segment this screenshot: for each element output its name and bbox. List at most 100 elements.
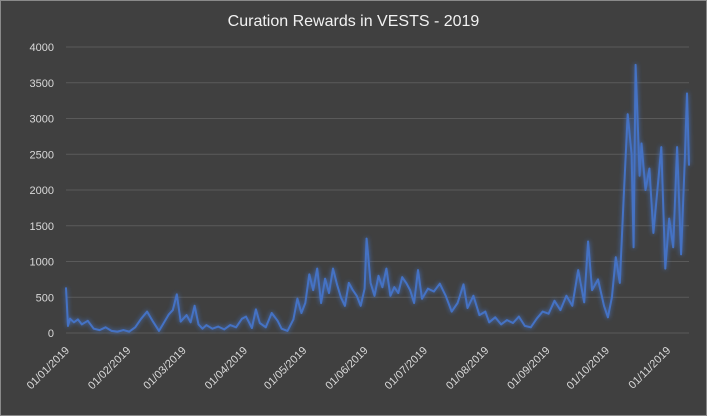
data-point bbox=[255, 308, 257, 311]
y-tick-label: 2500 bbox=[30, 149, 54, 161]
data-point bbox=[351, 289, 354, 291]
data-point bbox=[618, 282, 621, 284]
data-point bbox=[373, 294, 376, 297]
data-point bbox=[433, 290, 435, 293]
y-tick-label: 4000 bbox=[30, 42, 54, 54]
data-point bbox=[583, 301, 586, 304]
data-point bbox=[648, 167, 651, 170]
data-point bbox=[241, 317, 243, 320]
series-layer bbox=[65, 63, 690, 333]
y-tick-label: 3000 bbox=[30, 114, 54, 126]
y-axis-ticks: 0 500 1000 1500 2000 2500 3000 3500 4000 bbox=[30, 42, 54, 340]
data-point bbox=[417, 269, 419, 271]
data-point bbox=[296, 297, 299, 300]
y-tick-label: 2000 bbox=[30, 185, 54, 197]
data-point bbox=[332, 267, 334, 270]
data-point bbox=[258, 322, 261, 324]
data-point bbox=[320, 302, 322, 304]
data-point bbox=[67, 325, 69, 327]
data-point bbox=[340, 296, 342, 299]
chart-title: Curation Rewards in VESTS - 2019 bbox=[227, 13, 480, 30]
data-point bbox=[518, 315, 520, 318]
data-point bbox=[110, 330, 113, 332]
data-point bbox=[680, 253, 682, 256]
data-point bbox=[229, 324, 232, 326]
data-point bbox=[264, 326, 267, 329]
data-point bbox=[152, 320, 154, 323]
y-tick-label: 1000 bbox=[30, 257, 54, 269]
data-point bbox=[324, 277, 326, 280]
data-point bbox=[140, 317, 143, 320]
data-point bbox=[193, 304, 196, 307]
data-point bbox=[559, 309, 562, 311]
x-tick-label: 01/10/2019 bbox=[565, 345, 612, 392]
data-point bbox=[638, 174, 641, 177]
data-point bbox=[462, 283, 465, 286]
data-point bbox=[116, 330, 119, 333]
data-point bbox=[456, 302, 459, 304]
data-point bbox=[607, 316, 609, 319]
data-point bbox=[512, 322, 514, 324]
x-tick-label: 01/06/2019 bbox=[323, 345, 370, 392]
data-point bbox=[369, 282, 372, 284]
data-point bbox=[134, 326, 137, 329]
data-point bbox=[611, 296, 613, 299]
data-point bbox=[276, 319, 279, 322]
data-point bbox=[676, 146, 678, 149]
data-point bbox=[122, 329, 125, 331]
data-point bbox=[686, 92, 688, 95]
data-point bbox=[280, 327, 283, 330]
data-point bbox=[80, 323, 83, 326]
data-point bbox=[270, 312, 273, 314]
data-point bbox=[405, 282, 408, 284]
data-point bbox=[640, 142, 643, 145]
data-point bbox=[494, 316, 497, 319]
data-point bbox=[205, 324, 208, 326]
x-tick-label: 01/08/2019 bbox=[444, 345, 491, 392]
x-axis-ticks: 01/01/2019 01/02/2019 01/03/2019 01/04/2019… bbox=[25, 345, 674, 392]
data-point bbox=[98, 329, 101, 331]
data-point bbox=[444, 294, 447, 297]
data-point bbox=[684, 153, 686, 156]
data-point bbox=[668, 217, 671, 220]
data-point bbox=[245, 315, 247, 318]
data-point bbox=[223, 328, 226, 331]
x-tick-label: 01/11/2019 bbox=[627, 345, 674, 392]
data-point bbox=[652, 232, 655, 234]
data-point bbox=[397, 292, 400, 294]
y-tick-label: 1500 bbox=[30, 221, 54, 233]
data-point bbox=[413, 302, 415, 304]
data-point bbox=[185, 314, 188, 316]
data-point bbox=[688, 164, 690, 166]
data-point bbox=[365, 237, 368, 240]
data-point bbox=[217, 325, 220, 328]
data-point bbox=[506, 319, 508, 321]
data-point bbox=[251, 327, 253, 329]
data-point bbox=[355, 294, 358, 297]
data-point bbox=[312, 289, 315, 291]
data-point bbox=[553, 299, 556, 302]
data-point bbox=[529, 326, 532, 329]
x-tick-label: 01/03/2019 bbox=[141, 345, 188, 392]
data-point bbox=[300, 312, 303, 314]
data-point bbox=[632, 246, 635, 249]
data-point bbox=[591, 289, 593, 291]
y-tick-label: 0 bbox=[48, 328, 54, 340]
data-point bbox=[304, 302, 307, 304]
data-point bbox=[672, 246, 675, 249]
data-point bbox=[359, 304, 362, 307]
data-point bbox=[197, 323, 200, 326]
x-tick-label: 01/07/2019 bbox=[383, 345, 430, 392]
data-point bbox=[286, 330, 289, 332]
x-tick-label: 01/02/2019 bbox=[86, 345, 133, 392]
data-point bbox=[308, 273, 311, 276]
data-point bbox=[466, 307, 469, 309]
data-point bbox=[450, 310, 453, 313]
data-point bbox=[500, 323, 502, 326]
series-line bbox=[65, 63, 690, 333]
data-point bbox=[614, 256, 617, 259]
data-point bbox=[597, 278, 599, 281]
data-point bbox=[292, 318, 295, 321]
